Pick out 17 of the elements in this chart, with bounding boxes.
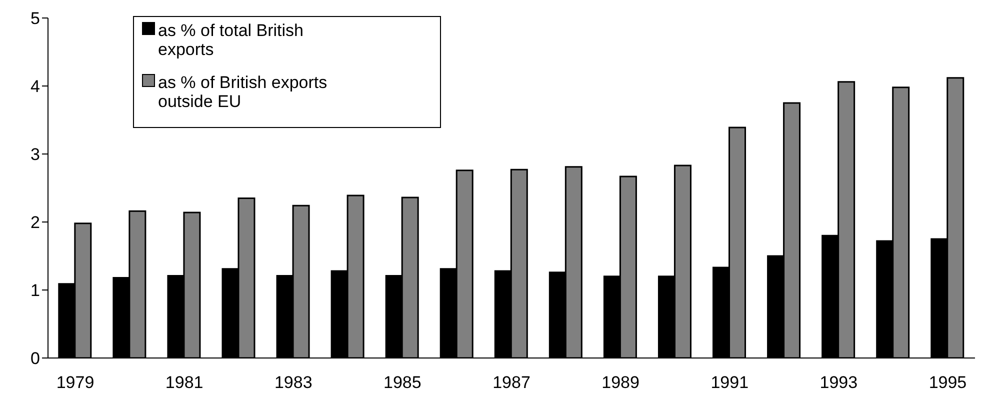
x-tick-label: 1983 (274, 373, 312, 392)
x-tick-label: 1979 (56, 373, 94, 392)
x-tick-label: 1995 (928, 373, 967, 392)
x-tick-label: 1985 (384, 373, 422, 392)
y-tick-label: 1 (30, 281, 40, 300)
y-tick-label: 2 (30, 213, 40, 232)
y-tick-label: 0 (30, 349, 40, 368)
legend-label: as % of British exports outside EU (158, 73, 328, 111)
x-tick-label: 1987 (492, 373, 530, 392)
x-tick-label: 1989 (602, 373, 640, 392)
y-tick-label: 4 (30, 77, 40, 96)
x-tick-label: 1993 (820, 373, 858, 392)
legend-label: as % of total British exports (158, 21, 305, 59)
x-tick-label: 1981 (165, 373, 204, 392)
y-tick-label: 3 (30, 145, 40, 164)
y-tick-label: 5 (30, 9, 40, 28)
x-tick-label: 1991 (710, 373, 749, 392)
